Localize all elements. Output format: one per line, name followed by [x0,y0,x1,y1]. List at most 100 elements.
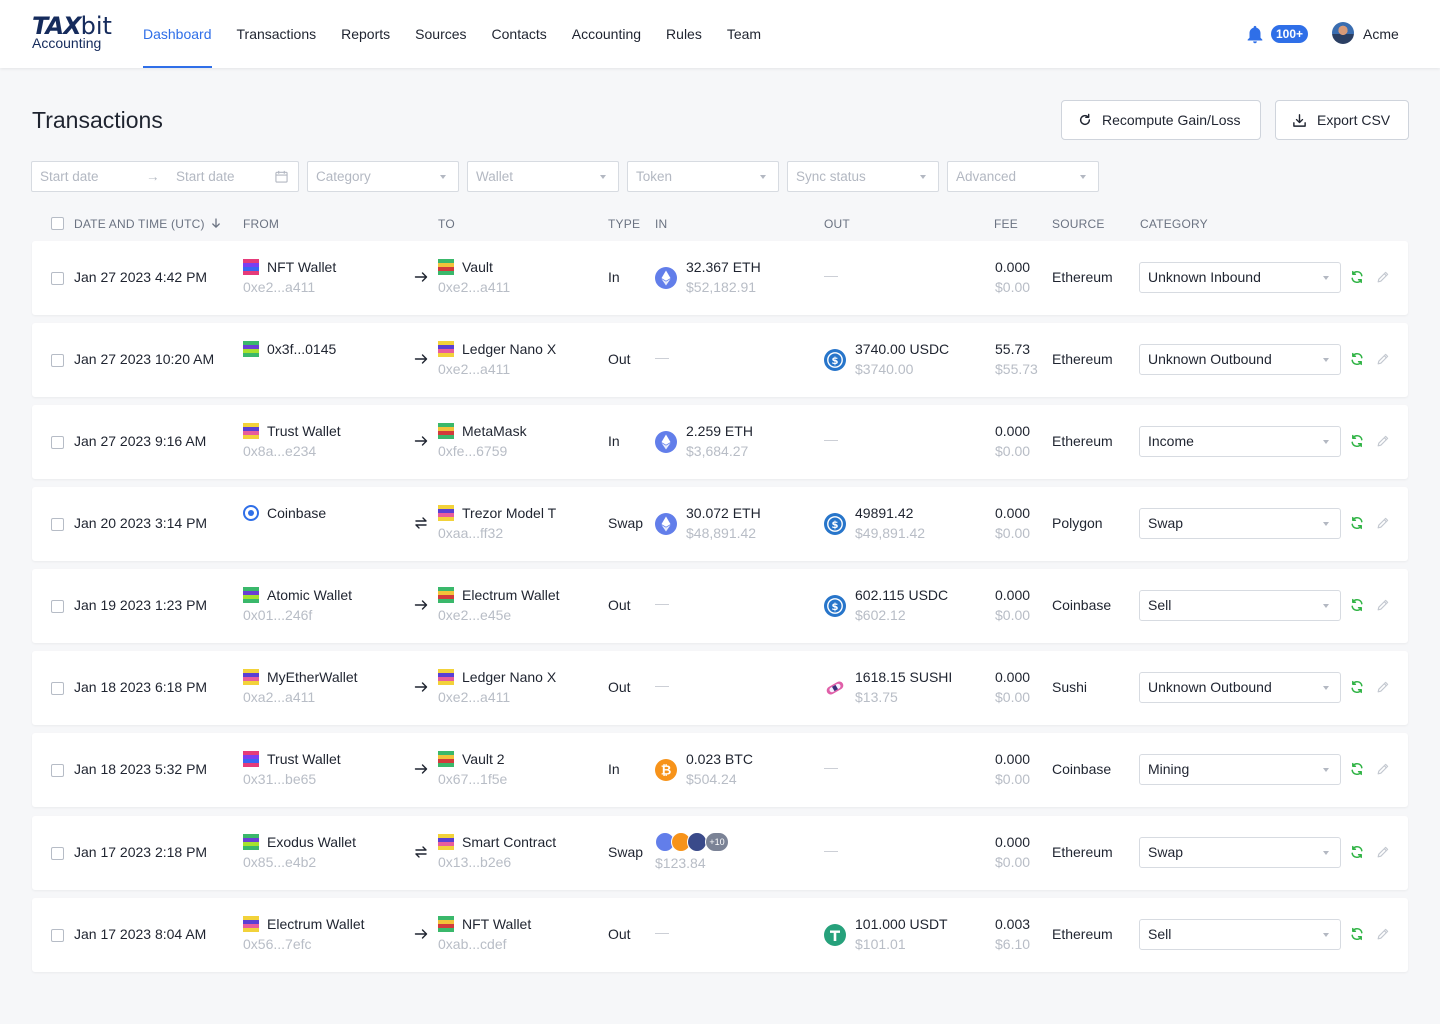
transaction-date: Jan 18 2023 5:32 PM [74,761,208,777]
export-csv-button[interactable]: Export CSV [1275,100,1409,140]
nav-item-accounting[interactable]: Accounting [571,26,642,42]
sync-icon[interactable] [1350,434,1364,448]
recompute-gain-loss-button[interactable]: Recompute Gain/Loss [1061,100,1261,140]
svg-text:₿: ₿ [661,764,672,779]
to-wallet[interactable]: MetaMask 0xfe...6759 [438,421,527,461]
nav-item-rules[interactable]: Rules [666,26,702,42]
row-checkbox[interactable] [51,600,64,613]
sync-icon[interactable] [1350,845,1364,859]
category-select[interactable]: Swap [1139,508,1341,539]
from-wallet[interactable]: Trust Wallet 0x31...be65 [243,749,341,789]
row-checkbox[interactable] [51,929,64,942]
from-wallet[interactable]: Electrum Wallet 0x56...7efc [243,914,365,954]
from-wallet[interactable]: NFT Wallet 0xe2...a411 [243,257,336,297]
start-date-input[interactable]: Start date [40,169,99,184]
to-wallet[interactable]: Electrum Wallet 0xe2...e45e [438,585,560,625]
from-wallet[interactable]: Trust Wallet 0x8a...e234 [243,421,341,461]
header-date[interactable]: DATE AND TIME (UTC) [74,217,205,231]
row-checkbox[interactable] [51,682,64,695]
table-row[interactable]: Jan 20 2023 3:14 PM Coinbase Trezor Mode… [32,487,1408,561]
to-wallet[interactable]: Ledger Nano X 0xe2...a411 [438,339,556,379]
sync-icon[interactable] [1350,680,1364,694]
row-checkbox[interactable] [51,764,64,777]
user-avatar[interactable] [1332,22,1354,44]
sync-icon[interactable] [1350,762,1364,776]
from-wallet[interactable]: 0x3f...0145 [243,339,336,359]
nav-item-team[interactable]: Team [726,26,762,42]
select-all-checkbox[interactable] [51,217,64,230]
category-select[interactable]: Sell [1139,590,1341,621]
nav-item-sources[interactable]: Sources [415,26,467,42]
table-row[interactable]: Jan 17 2023 2:18 PM Exodus Wallet 0x85..… [32,816,1408,890]
fee-amount: 0.000 [995,834,1031,850]
notification-count-badge[interactable]: 100+ [1271,25,1309,43]
edit-pencil-icon[interactable] [1376,680,1390,694]
sort-arrow-down-icon[interactable] [211,218,221,229]
sync-icon[interactable] [1350,516,1364,530]
table-row[interactable]: Jan 27 2023 4:42 PM NFT Wallet 0xe2...a4… [32,241,1408,315]
edit-pencil-icon[interactable] [1376,516,1390,530]
sync-icon[interactable] [1350,927,1364,941]
edit-pencil-icon[interactable] [1376,762,1390,776]
advanced-filter[interactable]: Advanced [947,161,1099,192]
date-range-filter[interactable]: Start date → Start date [31,161,299,192]
table-row[interactable]: Jan 18 2023 5:32 PM Trust Wallet 0x31...… [32,733,1408,807]
pixel-avatar-icon [438,259,454,275]
table-row[interactable]: Jan 18 2023 6:18 PM MyEtherWallet 0xa2..… [32,651,1408,725]
transaction-type: In [608,269,620,285]
end-date-input[interactable]: Start date [176,169,235,184]
row-checkbox[interactable] [51,272,64,285]
sync-status-filter[interactable]: Sync status [787,161,939,192]
to-wallet[interactable]: Vault 2 0x67...1f5e [438,749,507,789]
category-select[interactable]: Unknown Inbound [1139,262,1341,293]
category-filter[interactable]: Category [307,161,459,192]
table-row[interactable]: Jan 27 2023 10:20 AM 0x3f...0145 Ledger … [32,323,1408,397]
from-wallet[interactable]: MyEtherWallet 0xa2...a411 [243,667,358,707]
category-select[interactable]: Swap [1139,837,1341,868]
fee: 0.003 $6.10 [995,914,1030,954]
category-select[interactable]: Mining [1139,754,1341,785]
from-wallet[interactable]: Atomic Wallet 0x01...246f [243,585,352,625]
row-checkbox[interactable] [51,518,64,531]
nav-item-dashboard[interactable]: Dashboard [143,0,212,68]
edit-pencil-icon[interactable] [1376,927,1390,941]
row-checkbox[interactable] [51,436,64,449]
to-wallet[interactable]: Trezor Model T 0xaa...ff32 [438,503,556,543]
category-select[interactable]: Unknown Outbound [1139,344,1341,375]
fee-amount: 55.73 [995,341,1031,357]
edit-pencil-icon[interactable] [1376,845,1390,859]
chevron-down-icon [1323,686,1329,690]
sync-icon[interactable] [1350,598,1364,612]
table-row[interactable]: Jan 19 2023 1:23 PM Atomic Wallet 0x01..… [32,569,1408,643]
sync-icon[interactable] [1350,270,1364,284]
table-row[interactable]: Jan 27 2023 9:16 AM Trust Wallet 0x8a...… [32,405,1408,479]
taxbit-logo[interactable]: TAXbit Accounting [32,14,122,50]
table-row[interactable]: Jan 17 2023 8:04 AM Electrum Wallet 0x56… [32,898,1408,972]
edit-pencil-icon[interactable] [1376,352,1390,366]
row-checkbox[interactable] [51,847,64,860]
swap-icon [414,844,428,860]
to-wallet[interactable]: Smart Contract 0x13...b2e6 [438,832,556,872]
edit-pencil-icon[interactable] [1376,270,1390,284]
to-wallet[interactable]: Ledger Nano X 0xe2...a411 [438,667,556,707]
category-select[interactable]: Sell [1139,919,1341,950]
svg-text:$: $ [832,602,839,613]
nav-item-reports[interactable]: Reports [341,26,391,42]
nav-item-transactions[interactable]: Transactions [236,26,317,42]
row-checkbox[interactable] [51,354,64,367]
token-filter[interactable]: Token [627,161,779,192]
edit-pencil-icon[interactable] [1376,434,1390,448]
to-wallet[interactable]: NFT Wallet 0xab...cdef [438,914,531,954]
edit-pencil-icon[interactable] [1376,598,1390,612]
notification-bell-icon[interactable] [1244,24,1266,46]
category-select[interactable]: Unknown Outbound [1139,672,1341,703]
wallet-filter[interactable]: Wallet [467,161,619,192]
to-wallet[interactable]: Vault 0xe2...a411 [438,257,510,297]
category-select[interactable]: Income [1139,426,1341,457]
from-wallet[interactable]: Coinbase [243,503,326,523]
user-name[interactable]: Acme [1363,26,1399,42]
from-wallet[interactable]: Exodus Wallet 0x85...e4b2 [243,832,356,872]
nav-item-contacts[interactable]: Contacts [491,26,547,42]
sync-icon[interactable] [1350,352,1364,366]
pixel-avatar-icon [243,669,259,685]
